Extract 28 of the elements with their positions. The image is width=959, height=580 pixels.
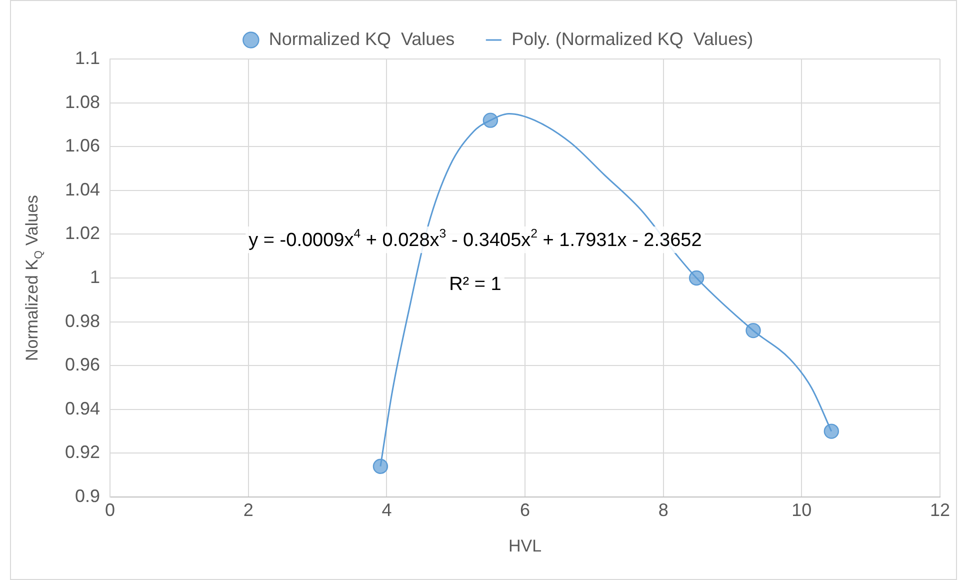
x-tick-label: 12 [930, 500, 950, 520]
y-tick-label: 1.02 [64, 223, 100, 244]
y-tick-label: 1.1 [75, 48, 100, 68]
y-axis-title: Normalized KQ Values [22, 194, 46, 362]
y-tick-label: 0.9 [75, 486, 100, 506]
y-tick-label: 1.08 [64, 92, 100, 112]
point [824, 424, 840, 439]
y-tick-label: 0.96 [64, 354, 100, 375]
y-tick-label: 1.04 [64, 179, 100, 200]
x-tick-label: 2 [243, 500, 254, 520]
point [746, 322, 761, 338]
x-tick-label: 10 [792, 500, 812, 520]
y-tick-label: 0.92 [64, 442, 100, 462]
legend-label: Normalized KQ Values [268, 28, 455, 49]
y-tick-label: 1 [90, 266, 100, 287]
y-tick-label: 1.06 [64, 136, 100, 156]
x-tick-label: 4 [382, 500, 392, 520]
x-axis-title: HVL [508, 536, 542, 556]
annotation: R² = 1 [449, 274, 502, 295]
point [372, 458, 388, 474]
y-tick-label: 0.98 [64, 310, 100, 331]
x-tick-label: 8 [658, 500, 668, 520]
point [482, 112, 498, 128]
point [688, 270, 704, 286]
y-tick-label: 0.94 [64, 398, 100, 418]
legend-label: Poly. (Normalized KQ Values) [512, 28, 754, 49]
x-tick-label: 0 [105, 500, 116, 520]
x-tick-label: 6 [520, 500, 530, 520]
